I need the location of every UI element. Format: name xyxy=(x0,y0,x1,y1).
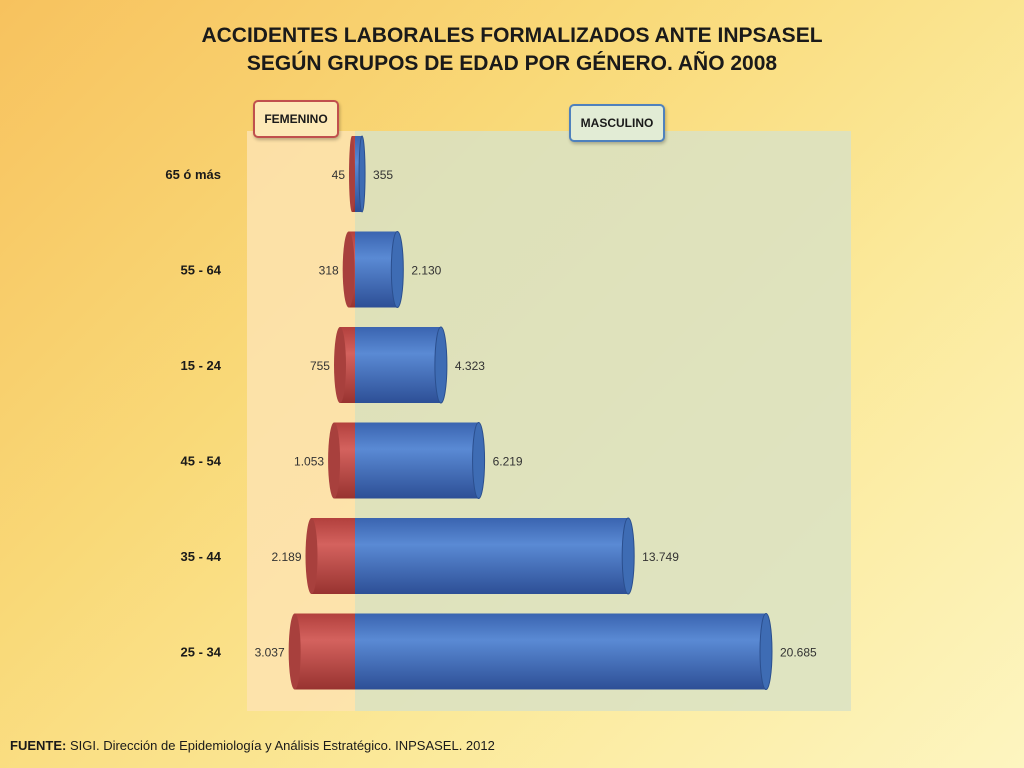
bar-femenino-cap xyxy=(349,136,355,212)
value-label-masculino: 355 xyxy=(373,168,393,182)
bar-masculino xyxy=(355,518,629,594)
bar-masculino xyxy=(355,422,479,499)
category-label: 15 - 24 xyxy=(181,358,222,373)
bar-femenino-cap xyxy=(328,422,341,499)
bar-femenino-cap xyxy=(342,231,355,308)
legend-masculino-label: MASCULINO xyxy=(580,116,654,130)
value-label-femenino: 318 xyxy=(319,264,339,278)
chart-title-line2: SEGÚN GRUPOS DE EDAD POR GÉNERO. AÑO 200… xyxy=(246,52,778,75)
value-label-femenino: 3.037 xyxy=(255,646,285,660)
value-label-femenino: 755 xyxy=(310,359,330,373)
value-label-femenino: 45 xyxy=(332,168,346,182)
value-label-femenino: 2.189 xyxy=(271,550,301,564)
bar-masculino-cap xyxy=(434,326,448,404)
bar-masculino xyxy=(355,327,441,403)
bar-masculino xyxy=(355,136,363,212)
bar-masculino-cap xyxy=(390,231,404,308)
legend-femenino-label: FEMENINO xyxy=(264,112,328,126)
source-label: FUENTE: xyxy=(10,738,67,753)
value-label-masculino: 4.323 xyxy=(455,359,485,373)
value-label-masculino: 20.685 xyxy=(780,646,817,660)
category-label: 25 - 34 xyxy=(181,645,222,660)
category-label: 65 ó más xyxy=(165,167,221,182)
value-label-masculino: 6.219 xyxy=(493,455,523,469)
value-label-masculino: 2.130 xyxy=(411,264,441,278)
legend-masculino: MASCULINO xyxy=(569,104,665,142)
bar-femenino-cap xyxy=(333,327,346,403)
bar-masculino xyxy=(355,231,398,308)
value-label-masculino: 13.749 xyxy=(642,550,679,564)
bar-femenino xyxy=(294,613,355,690)
value-label-femenino: 1.053 xyxy=(294,455,324,469)
source-text: SIGI. Dirección de Epidemiología y Análi… xyxy=(69,738,495,753)
bar-masculino-cap xyxy=(358,135,366,213)
category-label: 35 - 44 xyxy=(181,549,222,564)
category-label: 55 - 64 xyxy=(181,263,222,278)
bar-masculino-cap xyxy=(472,422,486,499)
bars-group: 65 ó más 45 355 55 - 64 318 2.130 15 - 24 755 4.… xyxy=(165,135,817,690)
bar-femenino xyxy=(334,422,355,499)
bar-femenino-cap xyxy=(288,613,301,690)
bar-masculino xyxy=(355,613,766,690)
bar-femenino xyxy=(311,518,355,594)
chart-title-line1: ACCIDENTES LABORALES FORMALIZADOS ANTE I… xyxy=(201,24,823,47)
category-label: 45 - 54 xyxy=(181,454,222,469)
bar-masculino-cap xyxy=(759,613,773,690)
bar-masculino-cap xyxy=(621,517,635,595)
bar-femenino-cap xyxy=(305,518,318,594)
source-footer: FUENTE: SIGI. Dirección de Epidemiología… xyxy=(10,738,495,753)
legend-femenino: FEMENINO xyxy=(253,100,339,138)
